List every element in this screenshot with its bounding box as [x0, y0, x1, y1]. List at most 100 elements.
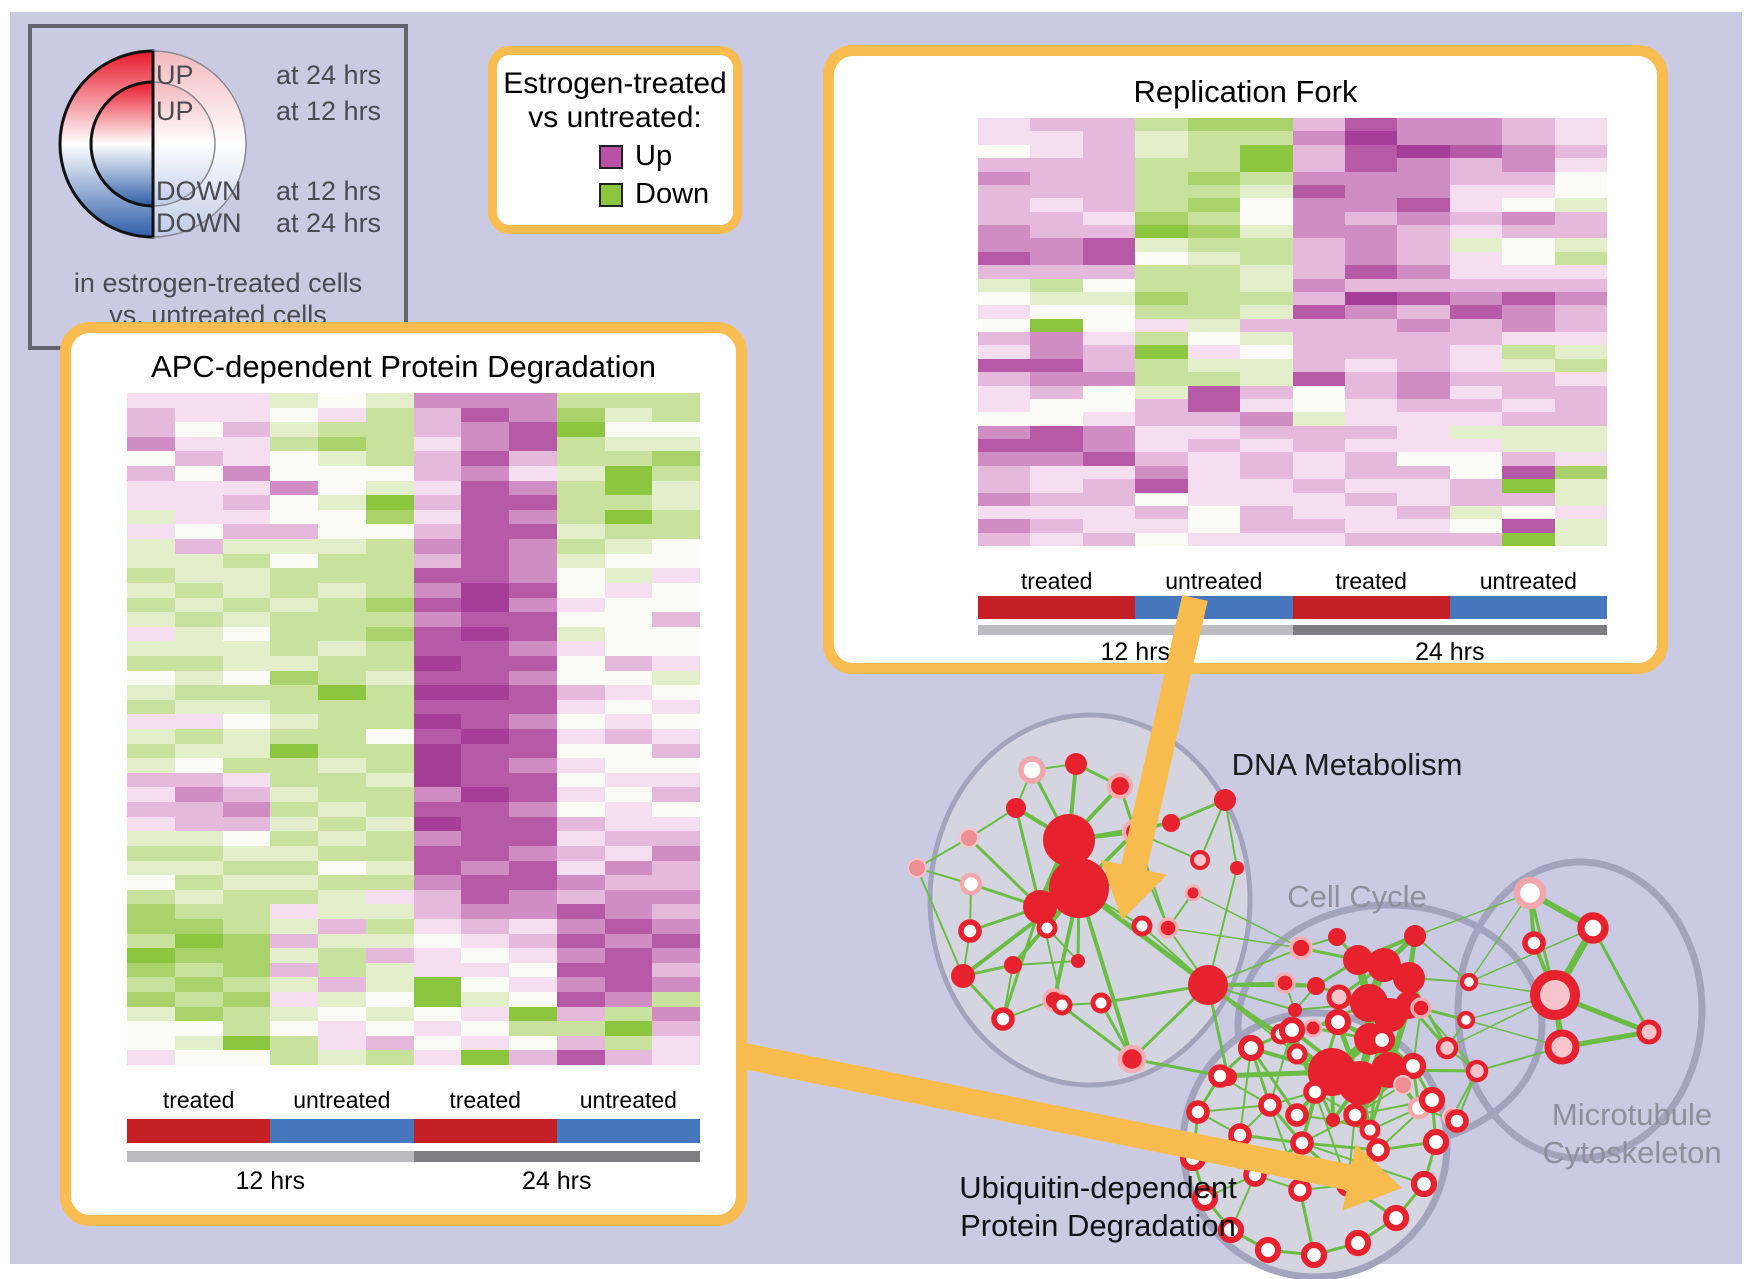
heatmap-cell [1082, 465, 1136, 480]
replication-fork-time-bars [978, 625, 1607, 635]
heatmap-cell [652, 582, 700, 598]
heatmap-cell [270, 641, 318, 656]
heatmap-cell [1135, 158, 1188, 172]
heatmap-cell [222, 393, 271, 408]
heatmap-cell [1449, 238, 1503, 252]
heatmap-cell [270, 729, 318, 744]
heatmap-cell [413, 714, 462, 730]
heatmap-cell [365, 802, 414, 817]
heatmap-cell [1449, 171, 1503, 185]
heatmap-row [978, 439, 1608, 453]
heatmap-cell [1554, 439, 1608, 453]
heatmap-cell [1397, 305, 1450, 319]
heatmap-cell [1397, 425, 1450, 439]
heatmap-cell [1449, 131, 1503, 145]
heatmap-cell [509, 699, 557, 715]
heatmap-row [127, 685, 700, 700]
heatmap-cell [604, 655, 653, 671]
heatmap-cell [461, 1035, 509, 1051]
heatmap-cell [1030, 425, 1083, 439]
heatmap-row [127, 875, 700, 890]
heatmap-cell [270, 393, 318, 408]
heatmap-cell [127, 787, 175, 803]
heatmap-cell [270, 612, 318, 627]
heatmap-cell [509, 670, 557, 686]
heatmap-cell [604, 553, 653, 569]
network-node-solid-red [951, 964, 975, 988]
network-edge [1414, 892, 1531, 937]
heatmap-cell [270, 918, 318, 934]
heatmap-cell [1554, 358, 1608, 373]
heatmap-cell [1449, 412, 1503, 426]
heatmap-cell [461, 597, 509, 613]
heatmap-cell [652, 802, 700, 817]
heatmap-cell [174, 685, 223, 700]
heatmap-cell [1449, 118, 1503, 132]
heatmap-cell [174, 568, 223, 583]
network-edge [1224, 799, 1238, 869]
condition-bar [1135, 596, 1293, 619]
heatmap-cell [127, 539, 175, 554]
heatmap-cell [509, 480, 557, 496]
heatmap-cell [652, 875, 700, 890]
heatmap-cell [318, 714, 366, 730]
heatmap-cell [270, 831, 318, 846]
heatmap-cell [1135, 479, 1188, 493]
heatmap-cell [318, 612, 366, 627]
heatmap-cell [270, 904, 318, 919]
heatmap-cell [1030, 318, 1083, 332]
heatmap-cell [365, 422, 414, 437]
heatmap-cell [1292, 385, 1345, 399]
network-label: DNA Metabolism [1232, 747, 1463, 782]
heatmap-cell [1030, 345, 1083, 359]
heatmap-cell [413, 524, 462, 540]
heatmap-cell [270, 860, 318, 876]
heatmap-cell [1554, 184, 1608, 199]
network-node-solid-red [1338, 1061, 1382, 1105]
heatmap-cell [270, 568, 318, 583]
heatmap-cell [978, 211, 1031, 225]
network-node-red-ring-pink-center [1435, 1036, 1459, 1060]
heatmap-cell [604, 977, 653, 992]
heatmap-cell [1554, 318, 1608, 332]
heatmap-cell [1187, 144, 1241, 159]
up-down-ring-diagram [58, 49, 247, 239]
heatmap-cell [509, 933, 557, 949]
heatmap-row [127, 860, 700, 876]
heatmap-cell [318, 699, 366, 715]
heatmap-cell [604, 568, 653, 583]
heatmap-cell [604, 729, 653, 744]
heatmap-cell [556, 480, 605, 496]
network-node-solid-red [1328, 928, 1346, 946]
heatmap-cell [1135, 505, 1188, 520]
heatmap-cell [1344, 131, 1398, 145]
legend-item-up: Up [599, 140, 733, 173]
heatmap-cell [127, 889, 175, 905]
heatmap-cell [1502, 131, 1555, 145]
heatmap-cell [318, 948, 366, 963]
heatmap-cell [318, 436, 366, 452]
heatmap-cell [556, 685, 605, 700]
heatmap-row [127, 480, 700, 496]
heatmap-cell [556, 626, 605, 642]
heatmap-cell [1502, 198, 1555, 212]
network-node-pale-ring-white-center [959, 872, 983, 896]
heatmap-cell [365, 1050, 414, 1066]
heatmap-cell [1344, 532, 1398, 546]
network-edge [1414, 935, 1470, 983]
heatmap-cell [604, 685, 653, 700]
heatmap-cell [270, 436, 318, 452]
heatmap-cell [413, 904, 462, 919]
heatmap-cell [1292, 345, 1345, 359]
heatmap-cell [1082, 505, 1136, 520]
heatmap-cell [1292, 532, 1345, 546]
heatmap-row [127, 568, 700, 583]
heatmap-row [127, 758, 700, 773]
heatmap-cell [270, 933, 318, 949]
heatmap-cell [222, 612, 271, 627]
heatmap-cell [1397, 225, 1450, 239]
heatmap-cell [174, 875, 223, 890]
heatmap-cell [222, 1035, 271, 1051]
heatmap-cell [1135, 425, 1188, 439]
heatmap-row [978, 385, 1608, 399]
